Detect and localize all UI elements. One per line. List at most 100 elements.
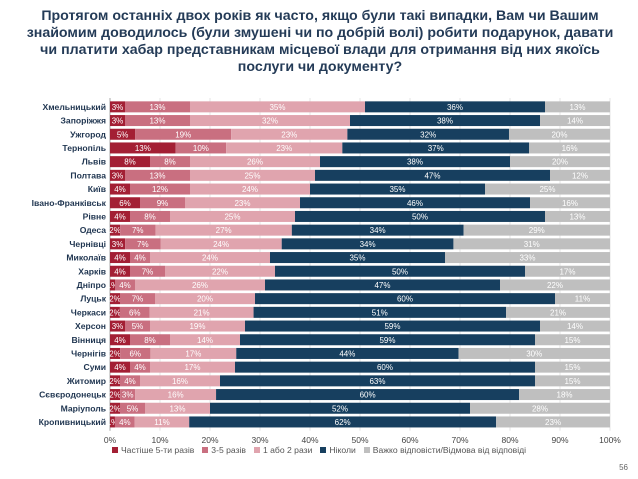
data-label: 3% (122, 391, 134, 400)
bar-segment (485, 183, 610, 195)
bar-segment (125, 238, 161, 250)
data-label: 6% (129, 349, 141, 358)
bar-segment (365, 101, 545, 113)
legend-swatch (363, 446, 370, 453)
bar-segment (120, 293, 155, 305)
category-label: Житомир (66, 376, 106, 386)
bar-segment (320, 156, 510, 168)
data-label: 9% (157, 199, 169, 208)
data-label: 17% (185, 349, 201, 358)
bar-segment (120, 389, 136, 401)
bar-segment (190, 169, 315, 181)
data-label: 60% (360, 391, 376, 400)
data-label: 38% (437, 117, 453, 126)
legend-swatch (111, 446, 118, 453)
x-tick-label: 30% (251, 435, 268, 445)
data-label: 7% (132, 226, 144, 235)
bar-segment (275, 265, 525, 277)
bar-segment (253, 306, 507, 318)
bar-segment (235, 361, 535, 373)
data-label: 4% (114, 363, 126, 372)
bar-segment (110, 210, 130, 222)
bar-segment (120, 347, 151, 359)
bar-segment (125, 169, 190, 181)
data-label: 16% (562, 144, 578, 153)
page-number: 56 (619, 463, 628, 472)
bar-segment (281, 238, 454, 250)
data-label: 20% (551, 130, 567, 139)
data-label: 1% (107, 281, 119, 290)
data-label: 3% (112, 117, 124, 126)
data-label: 19% (175, 130, 191, 139)
data-label: 47% (424, 171, 440, 180)
category-label: Херсон (75, 321, 106, 331)
bar-segment (110, 183, 130, 195)
data-label: 4% (119, 418, 131, 427)
bar-segment (110, 156, 150, 168)
x-tick-label: 90% (551, 435, 568, 445)
bar-segment (110, 142, 176, 154)
x-tick-label: 20% (201, 435, 218, 445)
data-label: 15% (564, 377, 580, 386)
bar-segment (231, 128, 348, 140)
data-label: 26% (247, 158, 263, 167)
category-label: Суми (83, 362, 106, 372)
data-label: 17% (559, 267, 575, 276)
bar-segment (140, 197, 185, 209)
data-label: 60% (377, 363, 393, 372)
data-label: 14% (567, 322, 583, 331)
bar-segment (310, 183, 485, 195)
bar-segment (170, 334, 240, 346)
data-label: 4% (114, 185, 126, 194)
data-label: 22% (547, 281, 563, 290)
legend-item: 3-5 разів (202, 445, 246, 455)
bar-segment (135, 389, 217, 401)
category-label: Одеса (80, 225, 106, 235)
x-tick-label: 100% (599, 435, 621, 445)
bar-segment (315, 169, 550, 181)
bar-segment (216, 389, 520, 401)
bar-segment (470, 402, 610, 414)
legend-label: Ніколи (329, 445, 356, 455)
data-label: 50% (392, 267, 408, 276)
data-label: 59% (379, 336, 395, 345)
data-label: 27% (216, 226, 232, 235)
data-label: 3% (112, 240, 124, 249)
bar-segment (110, 347, 121, 359)
bar-segment (529, 142, 610, 154)
data-label: 4% (124, 377, 136, 386)
data-label: 63% (369, 377, 385, 386)
bar-segment (145, 402, 210, 414)
x-tick-label: 40% (301, 435, 318, 445)
legend-label: Важко відповісти/Відмова від відповіді (372, 445, 527, 455)
bar-segment (149, 306, 254, 318)
legend-swatch (202, 446, 209, 453)
data-label: 34% (360, 240, 376, 249)
legend: Частіше 5-ти разів 3-5 разів 1 або 2 рази Н… (0, 445, 638, 455)
data-label: 4% (134, 254, 146, 263)
data-label: 19% (189, 322, 205, 331)
bar-segment (130, 361, 150, 373)
data-label: 13% (169, 404, 185, 413)
bar-segment (175, 142, 227, 154)
bar-segment (291, 224, 464, 236)
data-label: 2% (109, 404, 121, 413)
category-label: Запоріжжя (61, 116, 106, 126)
data-label: 22% (212, 267, 228, 276)
data-label: 13% (569, 212, 585, 221)
bar-segment (220, 375, 535, 387)
data-label: 13% (149, 117, 165, 126)
bar-segment (120, 402, 145, 414)
bar-segment (540, 115, 610, 127)
bar-segment (150, 361, 235, 373)
data-label: 29% (529, 226, 545, 235)
data-label: 7% (132, 295, 144, 304)
data-label: 15% (564, 336, 580, 345)
bar-segment (550, 169, 610, 181)
bar-segment (170, 210, 295, 222)
bar-segment (120, 375, 140, 387)
data-label: 26% (192, 281, 208, 290)
bar-segment (110, 197, 140, 209)
data-label: 60% (397, 295, 413, 304)
